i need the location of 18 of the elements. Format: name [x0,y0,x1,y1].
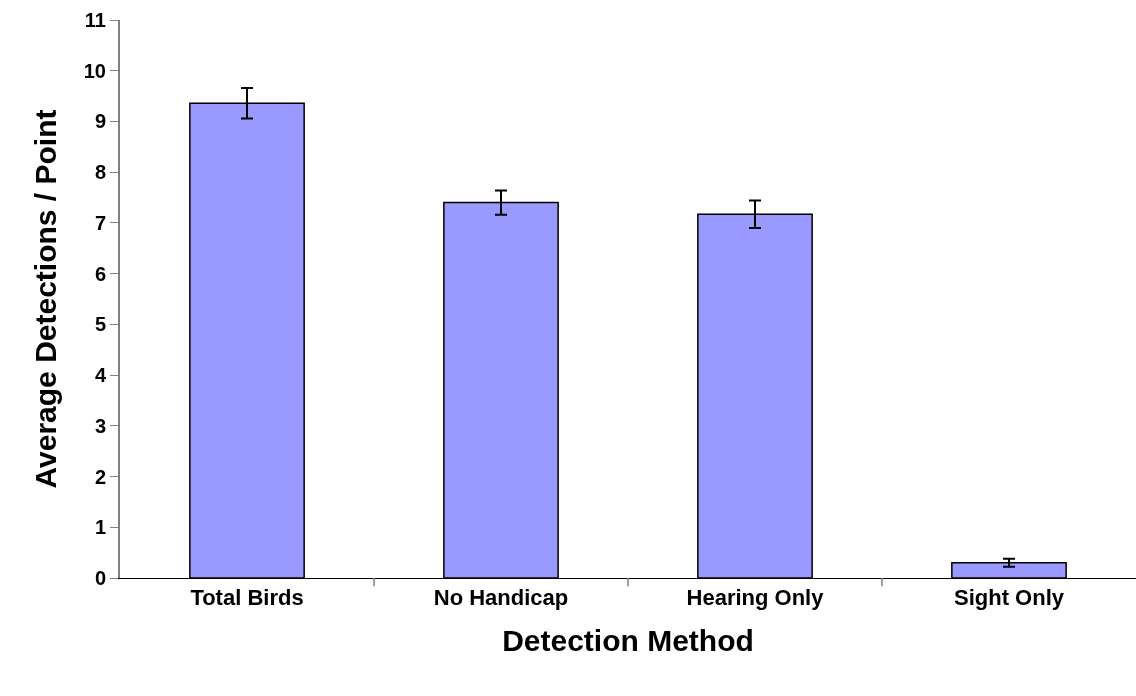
x-tick-label: No Handicap [433,585,569,611]
x-tick-label: Total Birds [190,585,304,611]
y-tick-label: 7 [94,211,106,234]
y-tick-label: 6 [94,262,106,285]
x-axis-title: Detection Method [502,623,754,657]
y-tick-label: 8 [94,161,106,184]
x-tick-label: Sight Only [954,585,1065,611]
x-tick-label: Hearing Only [686,585,825,611]
y-tick-label: 10 [83,59,106,82]
y-tick-label: 5 [94,313,106,336]
y-tick-label: 1 [94,516,106,539]
y-tick-label: 2 [94,465,106,488]
y-tick-label: 11 [84,9,106,31]
y-tick-label: 9 [94,110,106,133]
y-tick-label: 0 [94,567,106,589]
y-axis-title: Average Detections / Point [29,109,63,489]
y-tick-label: 4 [94,364,107,387]
y-tick-label: 3 [94,414,106,437]
